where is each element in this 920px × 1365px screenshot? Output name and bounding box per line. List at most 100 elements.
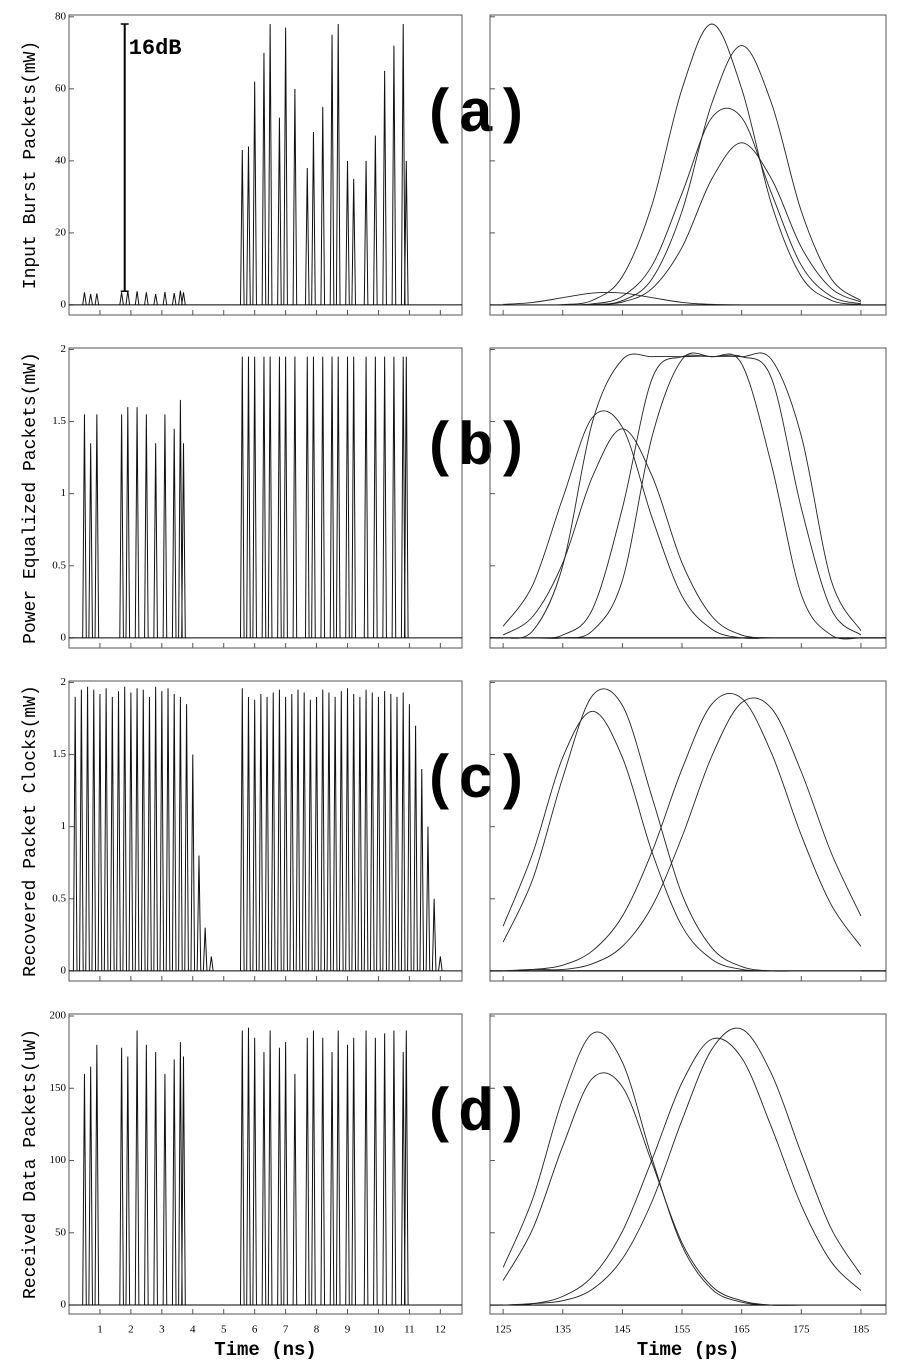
- x-tick-label: 4: [190, 1324, 196, 1336]
- trace: [503, 142, 862, 306]
- pulse: [363, 356, 369, 638]
- plot-frame: [68, 347, 463, 649]
- pulse: [425, 826, 431, 971]
- pulse: [277, 1047, 282, 1306]
- pulse: [246, 696, 251, 971]
- pulse: [391, 45, 397, 305]
- pulse: [239, 1030, 245, 1306]
- x-tick-label: 145: [614, 1324, 631, 1336]
- pulse: [261, 1052, 267, 1306]
- pulse: [119, 414, 124, 638]
- pulse: [320, 1037, 326, 1306]
- plot-frame: [489, 1013, 887, 1315]
- pulse: [363, 160, 369, 305]
- pulse: [351, 1037, 356, 1306]
- pulse: [311, 1030, 316, 1306]
- pulse: [88, 294, 93, 305]
- pulse: [252, 81, 257, 305]
- trace: [503, 697, 862, 972]
- pulse: [165, 688, 171, 971]
- pulse: [153, 1052, 158, 1306]
- x-tick-label: 135: [555, 1324, 572, 1336]
- pulse: [178, 290, 183, 305]
- pulse: [178, 1042, 183, 1306]
- pulse: [258, 693, 264, 971]
- y-tick-label: 0: [61, 1299, 67, 1311]
- pulse: [329, 356, 335, 638]
- pulse: [388, 693, 394, 971]
- pulse: [270, 692, 276, 971]
- y-axis-label: Received Data Packets(uW): [21, 1029, 41, 1299]
- pulse: [311, 132, 316, 305]
- pulse: [267, 24, 273, 305]
- trace: [503, 692, 862, 972]
- panel-label: (a): [422, 82, 530, 150]
- x-tick-label: 8: [314, 1324, 320, 1336]
- pulse: [335, 1030, 341, 1306]
- pulse: [171, 693, 177, 971]
- pulse: [178, 696, 183, 971]
- x-tick-label: 6: [252, 1324, 258, 1336]
- pulse: [373, 135, 378, 305]
- x-tick-label: 125: [495, 1324, 512, 1336]
- pulse: [171, 428, 177, 638]
- pulse: [181, 1056, 186, 1306]
- pulse: [88, 1066, 93, 1306]
- y-tick-label: 0: [61, 298, 67, 310]
- pulse: [171, 292, 177, 305]
- pulse: [339, 691, 344, 971]
- pulse: [171, 1059, 177, 1306]
- pulse: [373, 1037, 378, 1306]
- x-axis-label: Time (ns): [214, 1339, 317, 1361]
- pulse: [283, 1042, 288, 1306]
- pulse: [246, 1027, 251, 1306]
- pulse: [116, 691, 121, 971]
- pulse: [267, 356, 273, 638]
- pulse: [125, 1056, 131, 1306]
- pulse: [196, 855, 202, 971]
- pulse: [382, 356, 387, 638]
- pulse: [267, 1030, 273, 1306]
- pulse: [110, 696, 115, 971]
- pulse: [277, 356, 282, 638]
- pulse: [202, 927, 208, 971]
- pulse: [277, 689, 282, 971]
- pulse: [301, 692, 307, 971]
- pulse: [320, 356, 326, 638]
- pulse: [431, 898, 437, 971]
- x-tick-label: 185: [853, 1324, 870, 1336]
- x-tick-label: 7: [283, 1324, 289, 1336]
- y-axis-label: Input Burst Packets(mW): [21, 41, 41, 289]
- pulse: [252, 699, 257, 971]
- pulse: [119, 1047, 124, 1306]
- pulse: [351, 356, 356, 638]
- trace: [503, 291, 861, 306]
- trace: [503, 1027, 862, 1306]
- pulse: [261, 52, 267, 305]
- pulse: [413, 725, 418, 971]
- y-tick-label: 150: [50, 1082, 67, 1094]
- pulse: [88, 443, 93, 638]
- pulse: [82, 292, 87, 305]
- y-tick-label: 2: [61, 676, 67, 688]
- pulse: [403, 356, 409, 638]
- pulse: [357, 696, 363, 971]
- pulse: [122, 686, 128, 971]
- pulse: [403, 1030, 409, 1306]
- y-tick-label: 100: [50, 1154, 67, 1166]
- y-tick-label: 50: [55, 1226, 67, 1238]
- pulse: [239, 688, 245, 971]
- y-tick-label: 60: [55, 82, 67, 94]
- pulse: [153, 443, 158, 638]
- plot-frame: [68, 1013, 463, 1315]
- pulse: [162, 291, 168, 305]
- plot-frame: [68, 14, 463, 316]
- pulse: [314, 696, 319, 971]
- pulse: [369, 692, 375, 971]
- pulse: [283, 356, 288, 638]
- pulse: [184, 704, 189, 971]
- trace: [502, 710, 861, 972]
- x-tick-label: 5: [221, 1324, 227, 1336]
- pulse: [134, 1030, 140, 1306]
